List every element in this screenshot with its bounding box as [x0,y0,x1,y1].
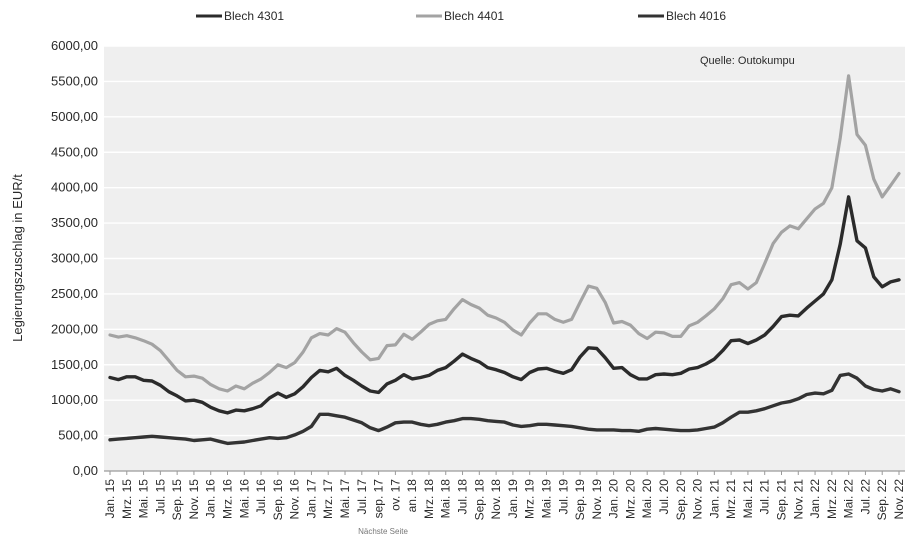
x-tick-label: Mrz. 17 [321,479,335,519]
x-tick-label: Mai. 20 [640,479,654,519]
series-line-blech-4301 [108,195,901,415]
y-tick-label: 3000,00 [51,251,98,266]
y-tick-label: 2000,00 [51,321,98,336]
x-tick-label: Jul. 17 [355,479,369,515]
x-tick-label: Mrz. 18 [422,479,436,519]
x-tick-label: Nov. 18 [489,479,503,520]
x-tick-label: an. 18 [405,479,419,513]
x-tick-label: Nov. 22 [892,479,906,520]
source-label: Quelle: Outokumpu [700,55,795,67]
x-tick-label: Nov. 16 [288,479,302,520]
x-tick-label: Sep. 18 [472,479,486,521]
y-tick-label: 4000,00 [51,180,98,195]
x-tick-label: Nov. 19 [590,479,604,520]
x-tick-label: Jan. 22 [808,479,822,519]
x-tick-label: Mai. 22 [842,479,856,519]
x-tick-label: Sep. 21 [774,479,788,521]
x-tick-label: Jul. 20 [657,479,671,515]
y-axis-label: Legierungszuschlag in EUR/t [10,174,25,342]
x-tick-label: Mai. 19 [539,479,553,519]
legend-item: Blech 4401 [416,9,504,23]
x-tick-label: Jan. 15 [103,479,117,519]
legend-label: Blech 4016 [666,9,726,23]
legend-label: Blech 4301 [224,9,284,23]
y-tick-label: 0,00 [73,463,98,478]
x-tick-label: Jul. 16 [254,479,268,515]
x-tick-label: Jan. 20 [607,479,621,519]
y-tick-label: 6000,00 [51,38,98,53]
x-tick-label: Jul. 21 [758,479,772,515]
footer-link[interactable]: Nächste Seite [358,527,408,536]
series-lines [108,74,901,446]
x-tick-label: Jan. 17 [304,479,318,519]
x-tick-label: Sep. 19 [573,479,587,521]
series-line-blech-4401 [108,74,901,393]
x-tick-label: Jan. 21 [707,479,721,519]
legend-item: Blech 4016 [638,9,726,23]
x-tick-label: Jul. 22 [858,479,872,515]
x-tick-label: Sep. 20 [674,479,688,521]
x-tick-label: Mai. 21 [741,479,755,519]
x-axis-tick-labels: Jan. 15 Mrz. 15 Mai. 15 Jul. 15 Sep. 15 Nov. … [103,471,906,520]
y-axis-tick-labels: 0,00 500,00 1000,00 1500,00 2000,00 2500,00 30… [51,38,98,478]
x-tick-label: Mrz. 20 [623,479,637,519]
x-tick-label: Mai. 16 [237,479,251,519]
legend-item: Blech 4301 [196,9,284,23]
x-tick-label: Mrz. 22 [825,479,839,519]
x-tick-label: Sep. 16 [271,479,285,521]
x-tick-label: Jan. 19 [506,479,520,519]
x-tick-label: Nov. 15 [187,479,201,520]
y-tick-label: 3500,00 [51,215,98,230]
legend: Blech 4301 Blech 4401 Blech 4016 [196,9,726,23]
x-tick-label: Mrz. 16 [221,479,235,519]
x-tick-label: Jul. 19 [556,479,570,515]
x-tick-label: Mai. 15 [137,479,151,519]
x-tick-label: Mai. 17 [338,479,352,519]
x-tick-label: ov. 17 [388,479,402,511]
y-tick-label: 2500,00 [51,286,98,301]
x-tick-label: sep. 17 [372,479,386,519]
x-tick-label: Jul. 15 [153,479,167,515]
x-tick-label: Nov. 21 [791,479,805,520]
x-tick-label: Mrz. 21 [724,479,738,519]
x-tick-label: Nov. 20 [691,479,705,520]
x-tick-label: Mrz. 15 [120,479,134,519]
x-tick-label: Sep. 15 [170,479,184,521]
y-tick-label: 4500,00 [51,144,98,159]
x-tick-label: Jul. 18 [456,479,470,515]
x-tick-label: Mrz. 19 [523,479,537,519]
y-tick-label: 1500,00 [51,357,98,372]
y-tick-label: 5500,00 [51,73,98,88]
y-tick-label: 5000,00 [51,109,98,124]
x-tick-label: Mai. 18 [439,479,453,519]
gridlines [104,45,905,472]
x-tick-label: Sep. 22 [875,479,889,521]
y-tick-label: 500,00 [58,428,98,443]
x-tick-label: Jan. 16 [204,479,218,519]
y-tick-label: 1000,00 [51,392,98,407]
legend-label: Blech 4401 [444,9,504,23]
series-line-blech-4016 [108,372,901,446]
